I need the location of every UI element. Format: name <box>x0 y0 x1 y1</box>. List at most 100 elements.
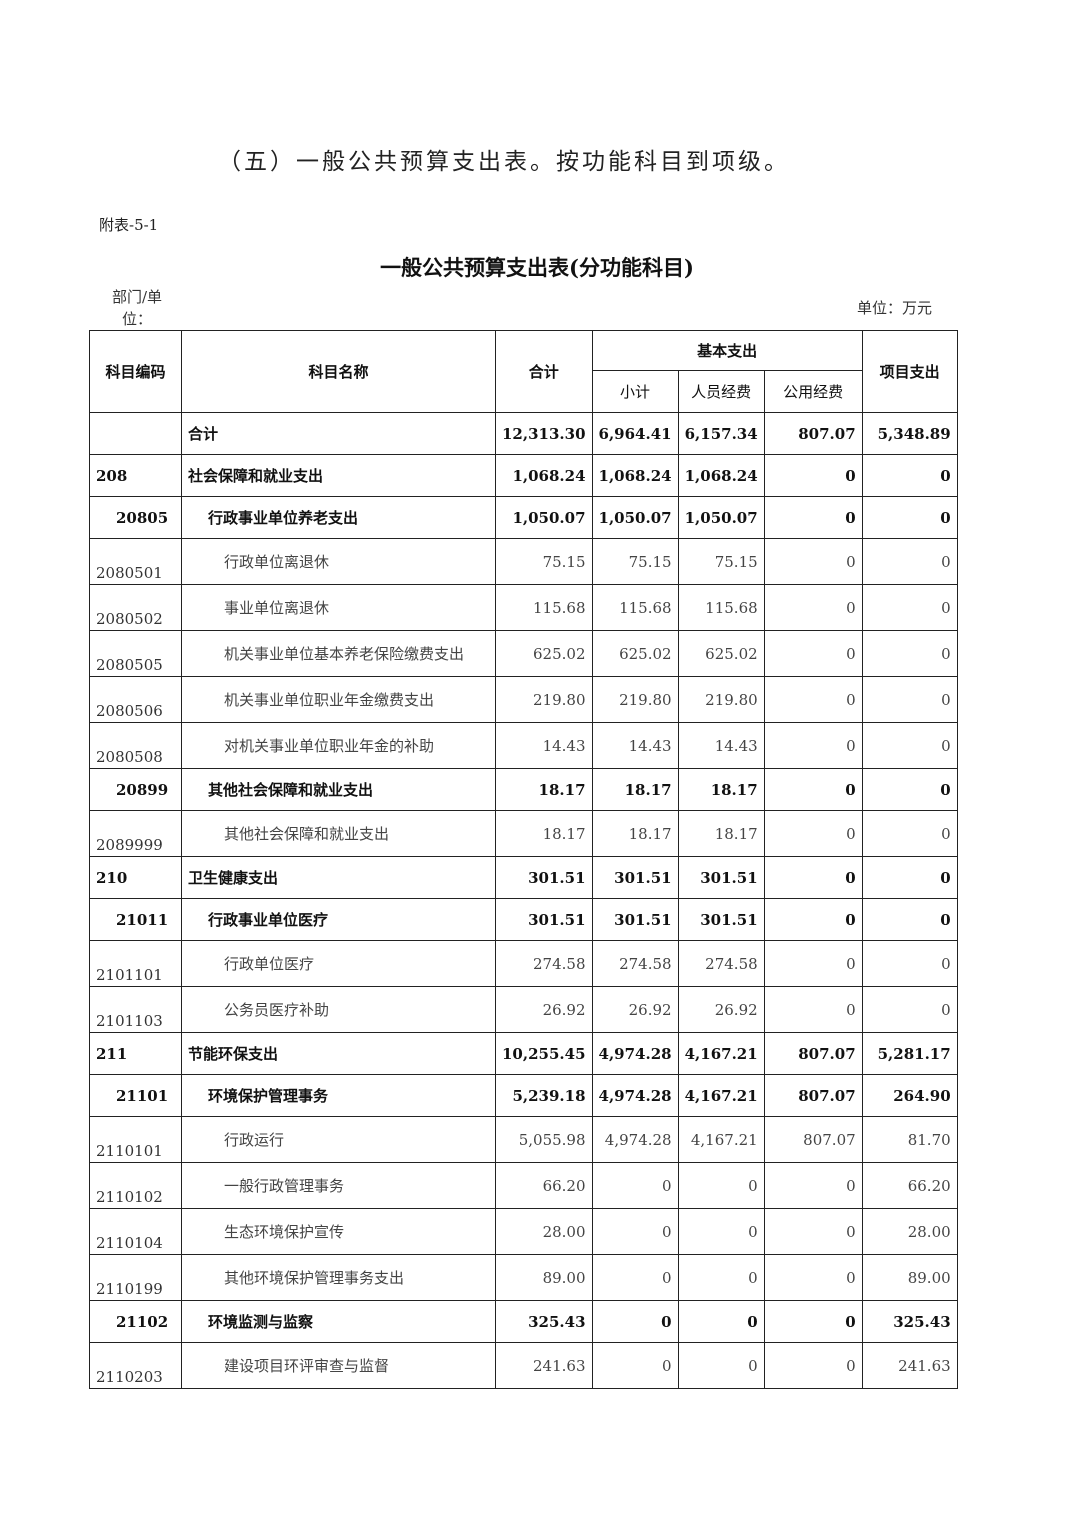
cell-total: 18.17 <box>495 810 593 857</box>
cell-public: 0 <box>763 940 863 987</box>
cell-personnel: 625.02 <box>677 630 765 677</box>
cell-personnel: 26.92 <box>677 986 765 1033</box>
cell-code: 210 <box>89 856 182 899</box>
cell-public: 0 <box>763 1208 863 1255</box>
cell-name: 行政单位离退休 <box>181 538 496 585</box>
cell-project: 28.00 <box>861 1208 958 1255</box>
cell-name: 社会保障和就业支出 <box>181 454 496 497</box>
cell-public: 0 <box>763 1300 863 1343</box>
cell-subtotal: 301.51 <box>591 856 679 899</box>
cell-personnel: 301.51 <box>677 856 765 899</box>
cell-subtotal: 625.02 <box>591 630 679 677</box>
cell-project: 0 <box>861 810 958 857</box>
table-row: 2101101 行政单位医疗 274.58 274.58 274.58 0 0 <box>89 940 958 987</box>
cell-total: 274.58 <box>495 940 593 987</box>
cell-public: 0 <box>763 1162 863 1209</box>
budget-table: 科目编码 科目名称 合计 基本支出 项目支出 小计 人员经费 公用经费 合计 12… <box>89 330 958 1389</box>
header-public: 公用经费 <box>763 370 863 413</box>
table-row: 210 卫生健康支出 301.51 301.51 301.51 0 0 <box>89 856 958 899</box>
table-row: 21011 行政事业单位医疗 301.51 301.51 301.51 0 0 <box>89 898 958 941</box>
cell-personnel: 115.68 <box>677 584 765 631</box>
cell-personnel: 18.17 <box>677 810 765 857</box>
cell-total: 14.43 <box>495 722 593 769</box>
cell-subtotal: 6,964.41 <box>591 412 679 455</box>
cell-subtotal: 219.80 <box>591 676 679 723</box>
cell-project: 0 <box>861 940 958 987</box>
cell-project: 81.70 <box>861 1116 958 1163</box>
cell-code: 2080502 <box>89 584 182 631</box>
cell-code: 2110199 <box>89 1254 182 1301</box>
cell-name: 行政运行 <box>181 1116 496 1163</box>
cell-name: 行政事业单位医疗 <box>181 898 496 941</box>
cell-public: 807.07 <box>763 1074 863 1117</box>
department-label: 部门/单位： <box>111 288 163 328</box>
cell-name: 其他环境保护管理事务支出 <box>181 1254 496 1301</box>
cell-subtotal: 4,974.28 <box>591 1116 679 1163</box>
cell-total: 26.92 <box>495 986 593 1033</box>
cell-public: 0 <box>763 496 863 539</box>
cell-subtotal: 1,050.07 <box>591 496 679 539</box>
cell-name: 环境保护管理事务 <box>181 1074 496 1117</box>
table-row: 2110102 一般行政管理事务 66.20 0 0 0 66.20 <box>89 1162 958 1209</box>
cell-personnel: 0 <box>677 1254 765 1301</box>
cell-subtotal: 14.43 <box>591 722 679 769</box>
table-row: 2080508 对机关事业单位职业年金的补助 14.43 14.43 14.43 0 0 <box>89 722 958 769</box>
cell-code: 21011 <box>89 898 182 941</box>
cell-personnel: 6,157.34 <box>677 412 765 455</box>
cell-total: 1,050.07 <box>495 496 593 539</box>
unit-label: 单位：万元 <box>856 299 932 317</box>
cell-total: 18.17 <box>495 768 593 811</box>
table-row: 21102 环境监测与监察 325.43 0 0 0 325.43 <box>89 1300 958 1343</box>
cell-project: 0 <box>861 454 958 497</box>
cell-personnel: 0 <box>677 1162 765 1209</box>
cell-code: 2101103 <box>89 986 182 1033</box>
cell-personnel: 1,068.24 <box>677 454 765 497</box>
cell-project: 0 <box>861 538 958 585</box>
cell-project: 0 <box>861 986 958 1033</box>
cell-code: 2110104 <box>89 1208 182 1255</box>
cell-total: 219.80 <box>495 676 593 723</box>
cell-name: 机关事业单位基本养老保险缴费支出 <box>181 630 496 677</box>
cell-name: 行政事业单位养老支出 <box>181 496 496 539</box>
cell-name: 生态环境保护宣传 <box>181 1208 496 1255</box>
cell-name: 机关事业单位职业年金缴费支出 <box>181 676 496 723</box>
cell-project: 325.43 <box>861 1300 958 1343</box>
cell-public: 0 <box>763 454 863 497</box>
table-row: 21101 环境保护管理事务 5,239.18 4,974.28 4,167.21 807… <box>89 1074 958 1117</box>
header-basic: 基本支出 <box>591 330 863 371</box>
cell-subtotal: 0 <box>591 1300 679 1343</box>
cell-public: 0 <box>763 856 863 899</box>
cell-subtotal: 4,974.28 <box>591 1032 679 1075</box>
table-title: 一般公共预算支出表(分功能科目) <box>380 255 694 280</box>
cell-name: 行政单位医疗 <box>181 940 496 987</box>
cell-name: 建设项目环评审查与监督 <box>181 1342 496 1389</box>
table-row: 211 节能环保支出 10,255.45 4,974.28 4,167.21 807.07… <box>89 1032 958 1075</box>
cell-name: 其他社会保障和就业支出 <box>181 768 496 811</box>
cell-code: 2080508 <box>89 722 182 769</box>
cell-personnel: 274.58 <box>677 940 765 987</box>
cell-public: 807.07 <box>763 1116 863 1163</box>
cell-total: 89.00 <box>495 1254 593 1301</box>
annex-label: 附表-5-1 <box>99 216 159 234</box>
cell-name: 节能环保支出 <box>181 1032 496 1075</box>
cell-personnel: 75.15 <box>677 538 765 585</box>
cell-total: 5,239.18 <box>495 1074 593 1117</box>
cell-public: 807.07 <box>763 1032 863 1075</box>
cell-total: 5,055.98 <box>495 1116 593 1163</box>
cell-name: 环境监测与监察 <box>181 1300 496 1343</box>
cell-subtotal: 18.17 <box>591 810 679 857</box>
cell-code: 2101101 <box>89 940 182 987</box>
cell-subtotal: 274.58 <box>591 940 679 987</box>
cell-code: 20805 <box>89 496 182 539</box>
header-subtotal: 小计 <box>591 370 679 413</box>
cell-project: 0 <box>861 768 958 811</box>
cell-project: 241.63 <box>861 1342 958 1389</box>
cell-code: 2089999 <box>89 810 182 857</box>
cell-total: 301.51 <box>495 856 593 899</box>
cell-project: 5,281.17 <box>861 1032 958 1075</box>
cell-project: 264.90 <box>861 1074 958 1117</box>
cell-project: 0 <box>861 898 958 941</box>
table-row: 20805 行政事业单位养老支出 1,050.07 1,050.07 1,050.07 0… <box>89 496 958 539</box>
cell-total: 1,068.24 <box>495 454 593 497</box>
cell-code: 21101 <box>89 1074 182 1117</box>
